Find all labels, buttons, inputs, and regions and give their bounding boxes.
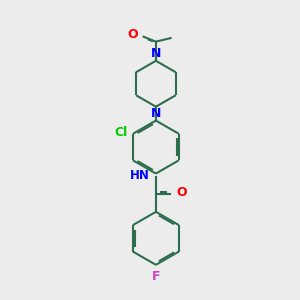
Text: HN: HN xyxy=(130,169,149,182)
Text: O: O xyxy=(176,187,187,200)
Text: Cl: Cl xyxy=(114,126,128,139)
Text: N: N xyxy=(151,107,162,120)
Text: N: N xyxy=(151,47,162,60)
Text: F: F xyxy=(152,270,160,283)
Text: O: O xyxy=(127,28,138,41)
